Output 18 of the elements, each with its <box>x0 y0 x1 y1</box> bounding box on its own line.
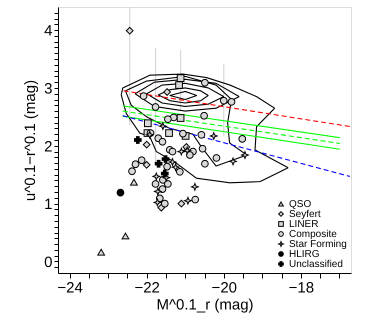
y-tick-label: 0 <box>44 254 52 271</box>
legend-label: Seyfert <box>289 209 321 220</box>
y-tick-label: 3 <box>44 80 52 98</box>
x-tick-label: −18 <box>288 280 314 296</box>
y-tick-label: 1 <box>44 196 52 214</box>
y-tick-label: 2 <box>44 138 52 156</box>
legend-label: LINER <box>289 219 318 230</box>
y-axis-title: u^0.1−r^0.1 (mag) <box>22 80 40 202</box>
legend-label: QSO <box>289 199 312 210</box>
x-tick-label: −20 <box>212 280 238 296</box>
legend-label: Unclassified <box>289 259 343 270</box>
legend-label: Composite <box>289 229 338 240</box>
y-tick-label: 4 <box>44 22 52 40</box>
x-tick-label: −24 <box>57 280 83 296</box>
x-axis-title: M^0.1_r (mag) <box>156 296 254 314</box>
legend-label: Star Forming <box>289 239 347 250</box>
legend-label: HLIRG <box>289 249 320 260</box>
x-tick-label: −22 <box>134 280 160 296</box>
